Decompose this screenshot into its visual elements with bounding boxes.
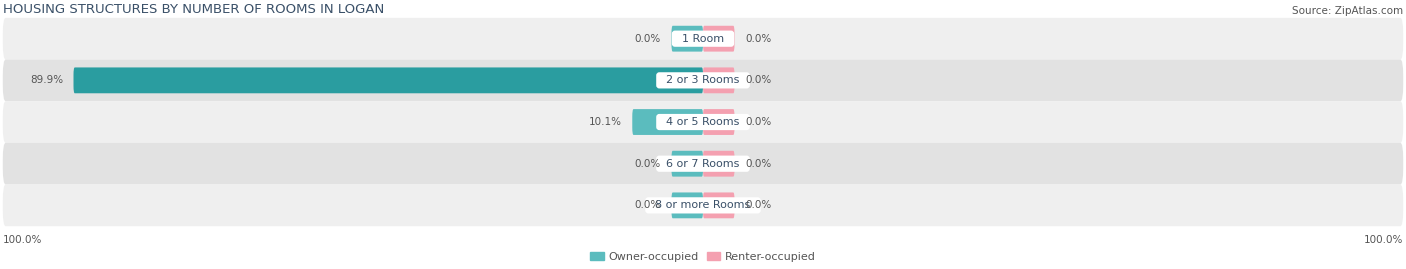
- FancyBboxPatch shape: [672, 151, 703, 177]
- Text: 89.9%: 89.9%: [30, 75, 63, 85]
- FancyBboxPatch shape: [3, 59, 1403, 101]
- FancyBboxPatch shape: [633, 109, 703, 135]
- Text: 0.0%: 0.0%: [745, 34, 772, 44]
- FancyBboxPatch shape: [672, 192, 703, 218]
- Text: Source: ZipAtlas.com: Source: ZipAtlas.com: [1292, 6, 1403, 16]
- Text: 100.0%: 100.0%: [1364, 235, 1403, 245]
- FancyBboxPatch shape: [3, 18, 1403, 59]
- FancyBboxPatch shape: [703, 26, 734, 52]
- Text: 10.1%: 10.1%: [589, 117, 621, 127]
- Text: 0.0%: 0.0%: [745, 200, 772, 210]
- FancyBboxPatch shape: [3, 101, 1403, 143]
- Text: 2 or 3 Rooms: 2 or 3 Rooms: [659, 75, 747, 85]
- Text: 0.0%: 0.0%: [634, 34, 661, 44]
- Legend: Owner-occupied, Renter-occupied: Owner-occupied, Renter-occupied: [586, 247, 820, 267]
- FancyBboxPatch shape: [3, 185, 1403, 226]
- FancyBboxPatch shape: [703, 151, 734, 177]
- FancyBboxPatch shape: [703, 68, 734, 93]
- FancyBboxPatch shape: [73, 68, 703, 93]
- Text: 4 or 5 Rooms: 4 or 5 Rooms: [659, 117, 747, 127]
- Text: 1 Room: 1 Room: [675, 34, 731, 44]
- FancyBboxPatch shape: [672, 26, 703, 52]
- Text: 8 or more Rooms: 8 or more Rooms: [648, 200, 758, 210]
- Text: 100.0%: 100.0%: [3, 235, 42, 245]
- Text: 0.0%: 0.0%: [745, 117, 772, 127]
- Text: 0.0%: 0.0%: [745, 159, 772, 169]
- Text: HOUSING STRUCTURES BY NUMBER OF ROOMS IN LOGAN: HOUSING STRUCTURES BY NUMBER OF ROOMS IN…: [3, 3, 384, 16]
- Text: 6 or 7 Rooms: 6 or 7 Rooms: [659, 159, 747, 169]
- Text: 0.0%: 0.0%: [745, 75, 772, 85]
- FancyBboxPatch shape: [703, 109, 734, 135]
- Text: 0.0%: 0.0%: [634, 200, 661, 210]
- FancyBboxPatch shape: [3, 143, 1403, 185]
- Text: 0.0%: 0.0%: [634, 159, 661, 169]
- FancyBboxPatch shape: [703, 192, 734, 218]
